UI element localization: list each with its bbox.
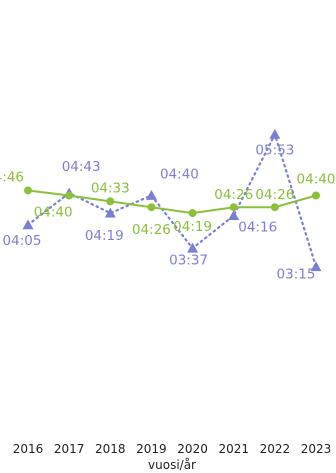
x-tick-layer: 2016 2017 2018 2019 2020 2021 2022 2023: [13, 442, 332, 456]
series-2-point: [187, 242, 199, 253]
series-2-point: [310, 261, 322, 272]
series-2-data-label: 03:37: [169, 252, 208, 268]
series-1-point: [147, 203, 156, 212]
series-2-data-label: 04:43: [62, 159, 101, 175]
series-2-point: [145, 190, 157, 200]
series-1-data-label: 04:26: [255, 187, 294, 203]
x-tick-label: 2019: [136, 442, 167, 456]
x-axis-title: vuosi/år: [148, 458, 196, 472]
series-1-data-label: 04:19: [173, 219, 212, 235]
x-tick-label: 2020: [177, 442, 208, 456]
series-2-data-label: 03:15: [277, 267, 316, 283]
series-1-data-label: 04:46: [0, 169, 24, 185]
series-1-point: [312, 191, 320, 200]
x-tick-label: 2018: [95, 442, 126, 456]
series-1-data-label: 04:40: [34, 205, 73, 221]
series-1-point: [270, 203, 279, 212]
series-2-data-label: 04:16: [238, 220, 277, 236]
data-label-layer: 04:05 04:43 04:19 04:40 03:37 04:16 05:53 03:15…: [0, 142, 335, 282]
series-2-data-label: 04:05: [3, 233, 42, 249]
series-1-point: [229, 203, 238, 212]
series-1-data-label: 04:26: [132, 222, 171, 238]
series-1-point: [24, 186, 32, 195]
series-2-point: [104, 207, 116, 218]
series-2-data-label: 05:53: [255, 142, 294, 158]
x-tick-label: 2023: [301, 442, 332, 456]
series-2-point: [22, 219, 34, 230]
series-1-data-label: 04:33: [91, 180, 130, 196]
series-2-data-label: 04:40: [160, 167, 199, 183]
series-1-data-label: 04:26: [214, 187, 253, 203]
series-layer: [22, 128, 322, 272]
series-1-data-label: 04:40: [297, 172, 336, 188]
series-2-data-label: 04:19: [85, 228, 124, 244]
series-1-point: [106, 197, 115, 206]
x-tick-label: 2017: [54, 442, 85, 456]
series-1-point: [65, 191, 74, 200]
series-2-point: [269, 128, 281, 139]
series-1-line: [27, 189, 317, 215]
series-2-point: [228, 210, 240, 220]
series-1-point: [188, 209, 197, 218]
x-tick-label: 2021: [218, 442, 249, 456]
x-tick-label: 2022: [260, 442, 291, 456]
x-tick-label: 2016: [13, 442, 44, 456]
